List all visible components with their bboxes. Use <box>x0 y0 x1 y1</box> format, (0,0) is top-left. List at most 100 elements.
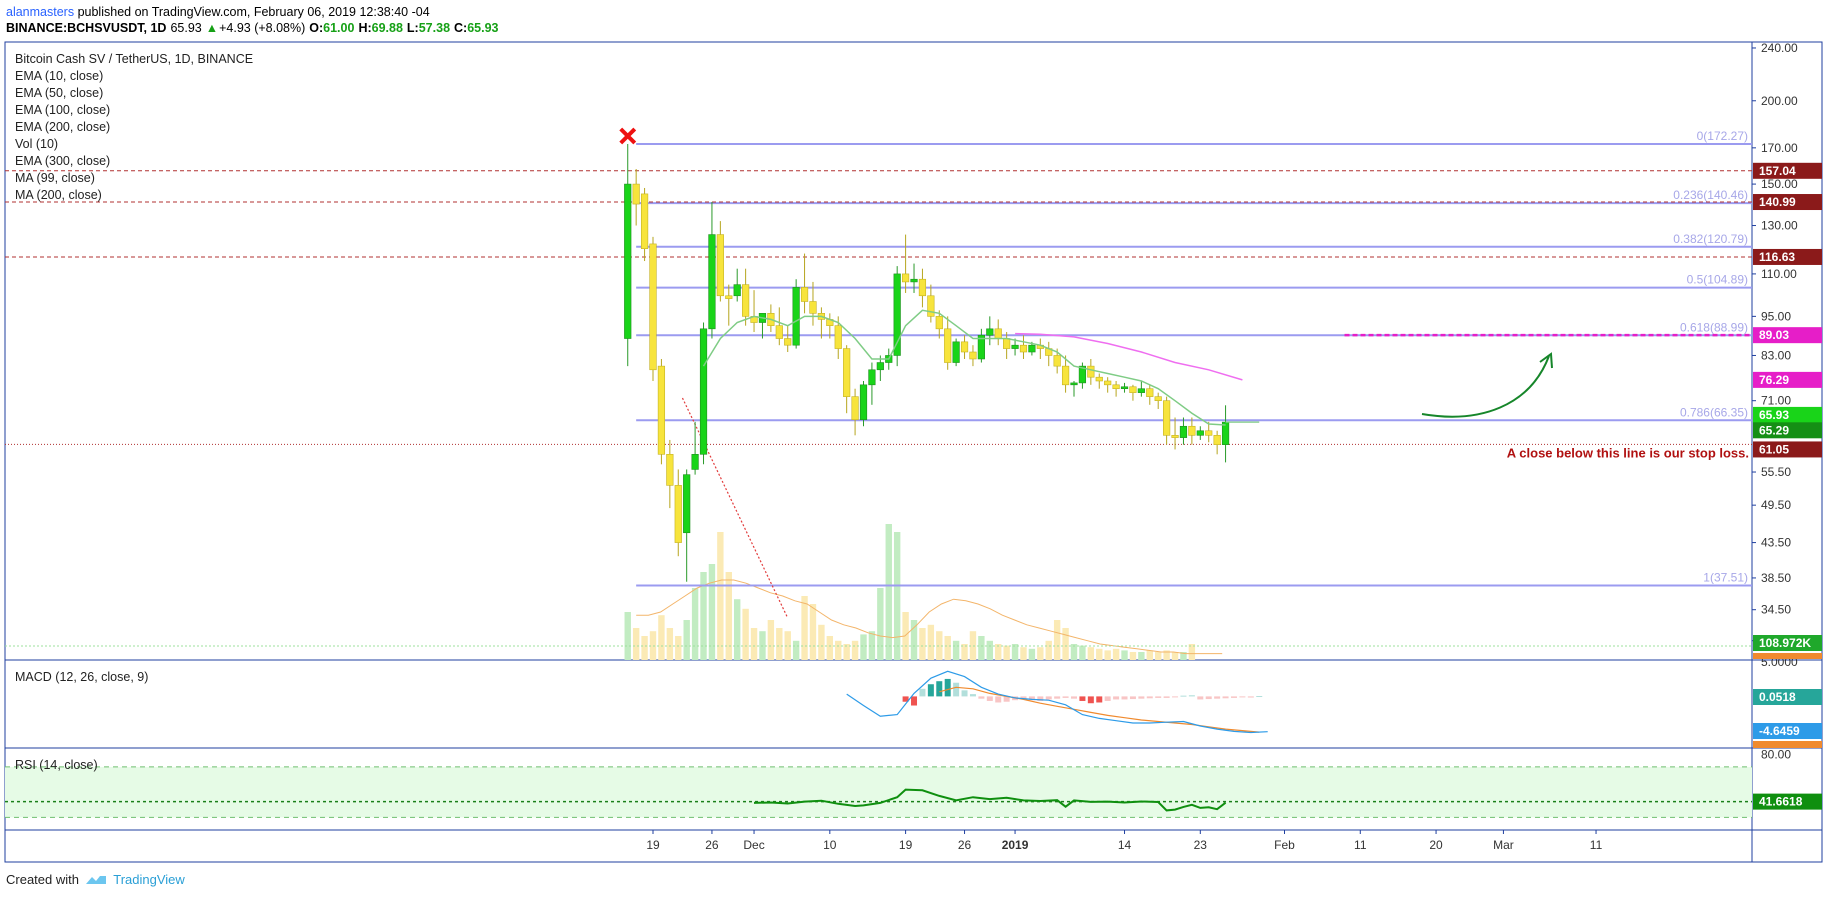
candle-body <box>691 454 699 470</box>
candle-body <box>624 183 632 339</box>
price-label-bg <box>1753 327 1822 344</box>
candle-body <box>674 485 682 543</box>
candle-body <box>1061 365 1070 386</box>
candle-body <box>969 351 977 360</box>
macd-histogram-bar <box>1197 696 1204 700</box>
macd-line-label-bg <box>1753 723 1822 739</box>
stop-loss-annotation: A close below this line is our stop loss… <box>1507 445 1749 460</box>
volume-bar <box>1138 652 1145 660</box>
y-tick-label: 95.00 <box>1761 309 1791 323</box>
candle-body <box>834 325 842 349</box>
indicator-vol[interactable]: Vol (10) <box>15 137 59 151</box>
volume-bar <box>666 628 674 660</box>
candle-body <box>868 369 876 386</box>
macd-histogram-bar <box>1113 696 1120 700</box>
close-value: 65.93 <box>467 21 499 35</box>
macd-hist-label: 0.0518 <box>1759 690 1796 704</box>
volume-bar <box>902 612 909 660</box>
volume-bar <box>801 596 808 660</box>
macd-histogram-bar <box>1096 696 1103 703</box>
indicator-ema-200[interactable]: EMA (200, close) <box>15 120 111 134</box>
candle-body <box>1154 396 1162 401</box>
x-tick-label: 26 <box>705 838 719 852</box>
volume-ma-line <box>636 579 1223 655</box>
volume-bar <box>1171 652 1179 660</box>
macd-histogram-bar <box>1256 696 1263 698</box>
candle-body <box>944 328 952 363</box>
macd-histogram-bar <box>1087 696 1094 704</box>
x-tick-label: Mar <box>1493 838 1514 852</box>
macd-histogram-bar <box>1104 696 1111 701</box>
indicator-ma-200[interactable]: MA (200, close) <box>15 188 102 202</box>
candle-body <box>1087 365 1095 378</box>
price-label-bg <box>1753 441 1822 458</box>
volume-bar <box>969 631 977 660</box>
candle-body <box>1028 344 1036 353</box>
candle-body <box>733 284 741 297</box>
candle-body <box>1070 382 1078 386</box>
macd-histogram-bar <box>961 690 968 697</box>
y-tick-label: 55.50 <box>1761 465 1791 479</box>
volume-bar <box>624 612 631 660</box>
price-label: 61.05 <box>1759 442 1789 456</box>
fib-label: 0.5(104.89) <box>1687 273 1748 287</box>
macd-signal-label-bg <box>1753 741 1822 748</box>
candle-body <box>935 316 943 330</box>
rsi-legend[interactable]: RSI (14, close) <box>15 758 98 772</box>
rsi-band-fill <box>5 766 1752 818</box>
macd-histogram-bar <box>1247 696 1254 698</box>
price-label: 65.29 <box>1759 423 1789 437</box>
volume-bar <box>792 640 800 660</box>
candle-body <box>952 341 960 363</box>
candle-body <box>800 287 809 302</box>
price-change: +4.93 (+8.08%) <box>219 21 306 35</box>
volume-bar <box>978 636 985 660</box>
volume-bar <box>1188 644 1196 660</box>
indicator-ema-100[interactable]: EMA (100, close) <box>15 103 111 117</box>
y-tick-label: 34.50 <box>1761 603 1791 617</box>
candle-body <box>784 338 792 346</box>
macd-legend[interactable]: MACD (12, 26, close, 9) <box>15 670 149 684</box>
macd-histogram-bar <box>944 678 951 697</box>
price-label: 76.29 <box>1759 373 1789 387</box>
volume-bar <box>1121 650 1128 660</box>
macd-histogram-bar <box>1054 696 1061 699</box>
macd-histogram-bar <box>1155 696 1162 698</box>
candle-body <box>876 362 884 371</box>
macd-histogram-bar <box>1121 696 1128 700</box>
indicator-ema-50[interactable]: EMA (50, close) <box>15 86 104 100</box>
macd-histogram-bar <box>1163 696 1170 698</box>
macd-histogram-bar <box>1146 696 1153 699</box>
macd-histogram-bar <box>1071 696 1077 699</box>
volume-bar <box>1146 650 1153 660</box>
indicator-ma-99[interactable]: MA (99, close) <box>15 171 95 185</box>
indicator-ema-10[interactable]: EMA (10, close) <box>15 69 104 83</box>
x-tick-label: 19 <box>646 838 660 852</box>
macd-histogram-bar <box>919 688 926 697</box>
candle-body <box>1019 344 1028 353</box>
low-value: 57.38 <box>418 21 451 35</box>
macd-histogram-bar <box>1230 696 1237 698</box>
candle-body <box>1011 344 1019 349</box>
volume-bar <box>809 604 817 660</box>
volume-bar <box>961 644 968 660</box>
volume-bar <box>818 624 825 660</box>
author-link[interactable]: alanmasters <box>6 5 75 19</box>
macd-histogram-bar <box>1003 696 1010 702</box>
price-label-bg <box>1753 422 1822 439</box>
volume-bar <box>910 620 918 660</box>
fib-label: 0(172.27) <box>1697 129 1748 143</box>
volume-bar <box>1104 650 1111 660</box>
volume-bar <box>632 628 640 660</box>
tradingview-link[interactable]: TradingView <box>113 872 185 887</box>
volume-bar <box>1070 644 1078 660</box>
fib-label: 0.382(120.79) <box>1673 232 1748 246</box>
macd-histogram-bar <box>1079 696 1086 701</box>
price-axis: 240.00 200.00 170.00 150.00 130.00 110.00 95.0… <box>1752 41 1822 810</box>
created-with-label: Created with <box>6 872 79 887</box>
candle-body <box>666 454 674 486</box>
candle-body <box>708 234 716 330</box>
price-label-bg <box>1753 162 1822 179</box>
indicator-ema-300[interactable]: EMA (300, close) <box>15 154 111 168</box>
